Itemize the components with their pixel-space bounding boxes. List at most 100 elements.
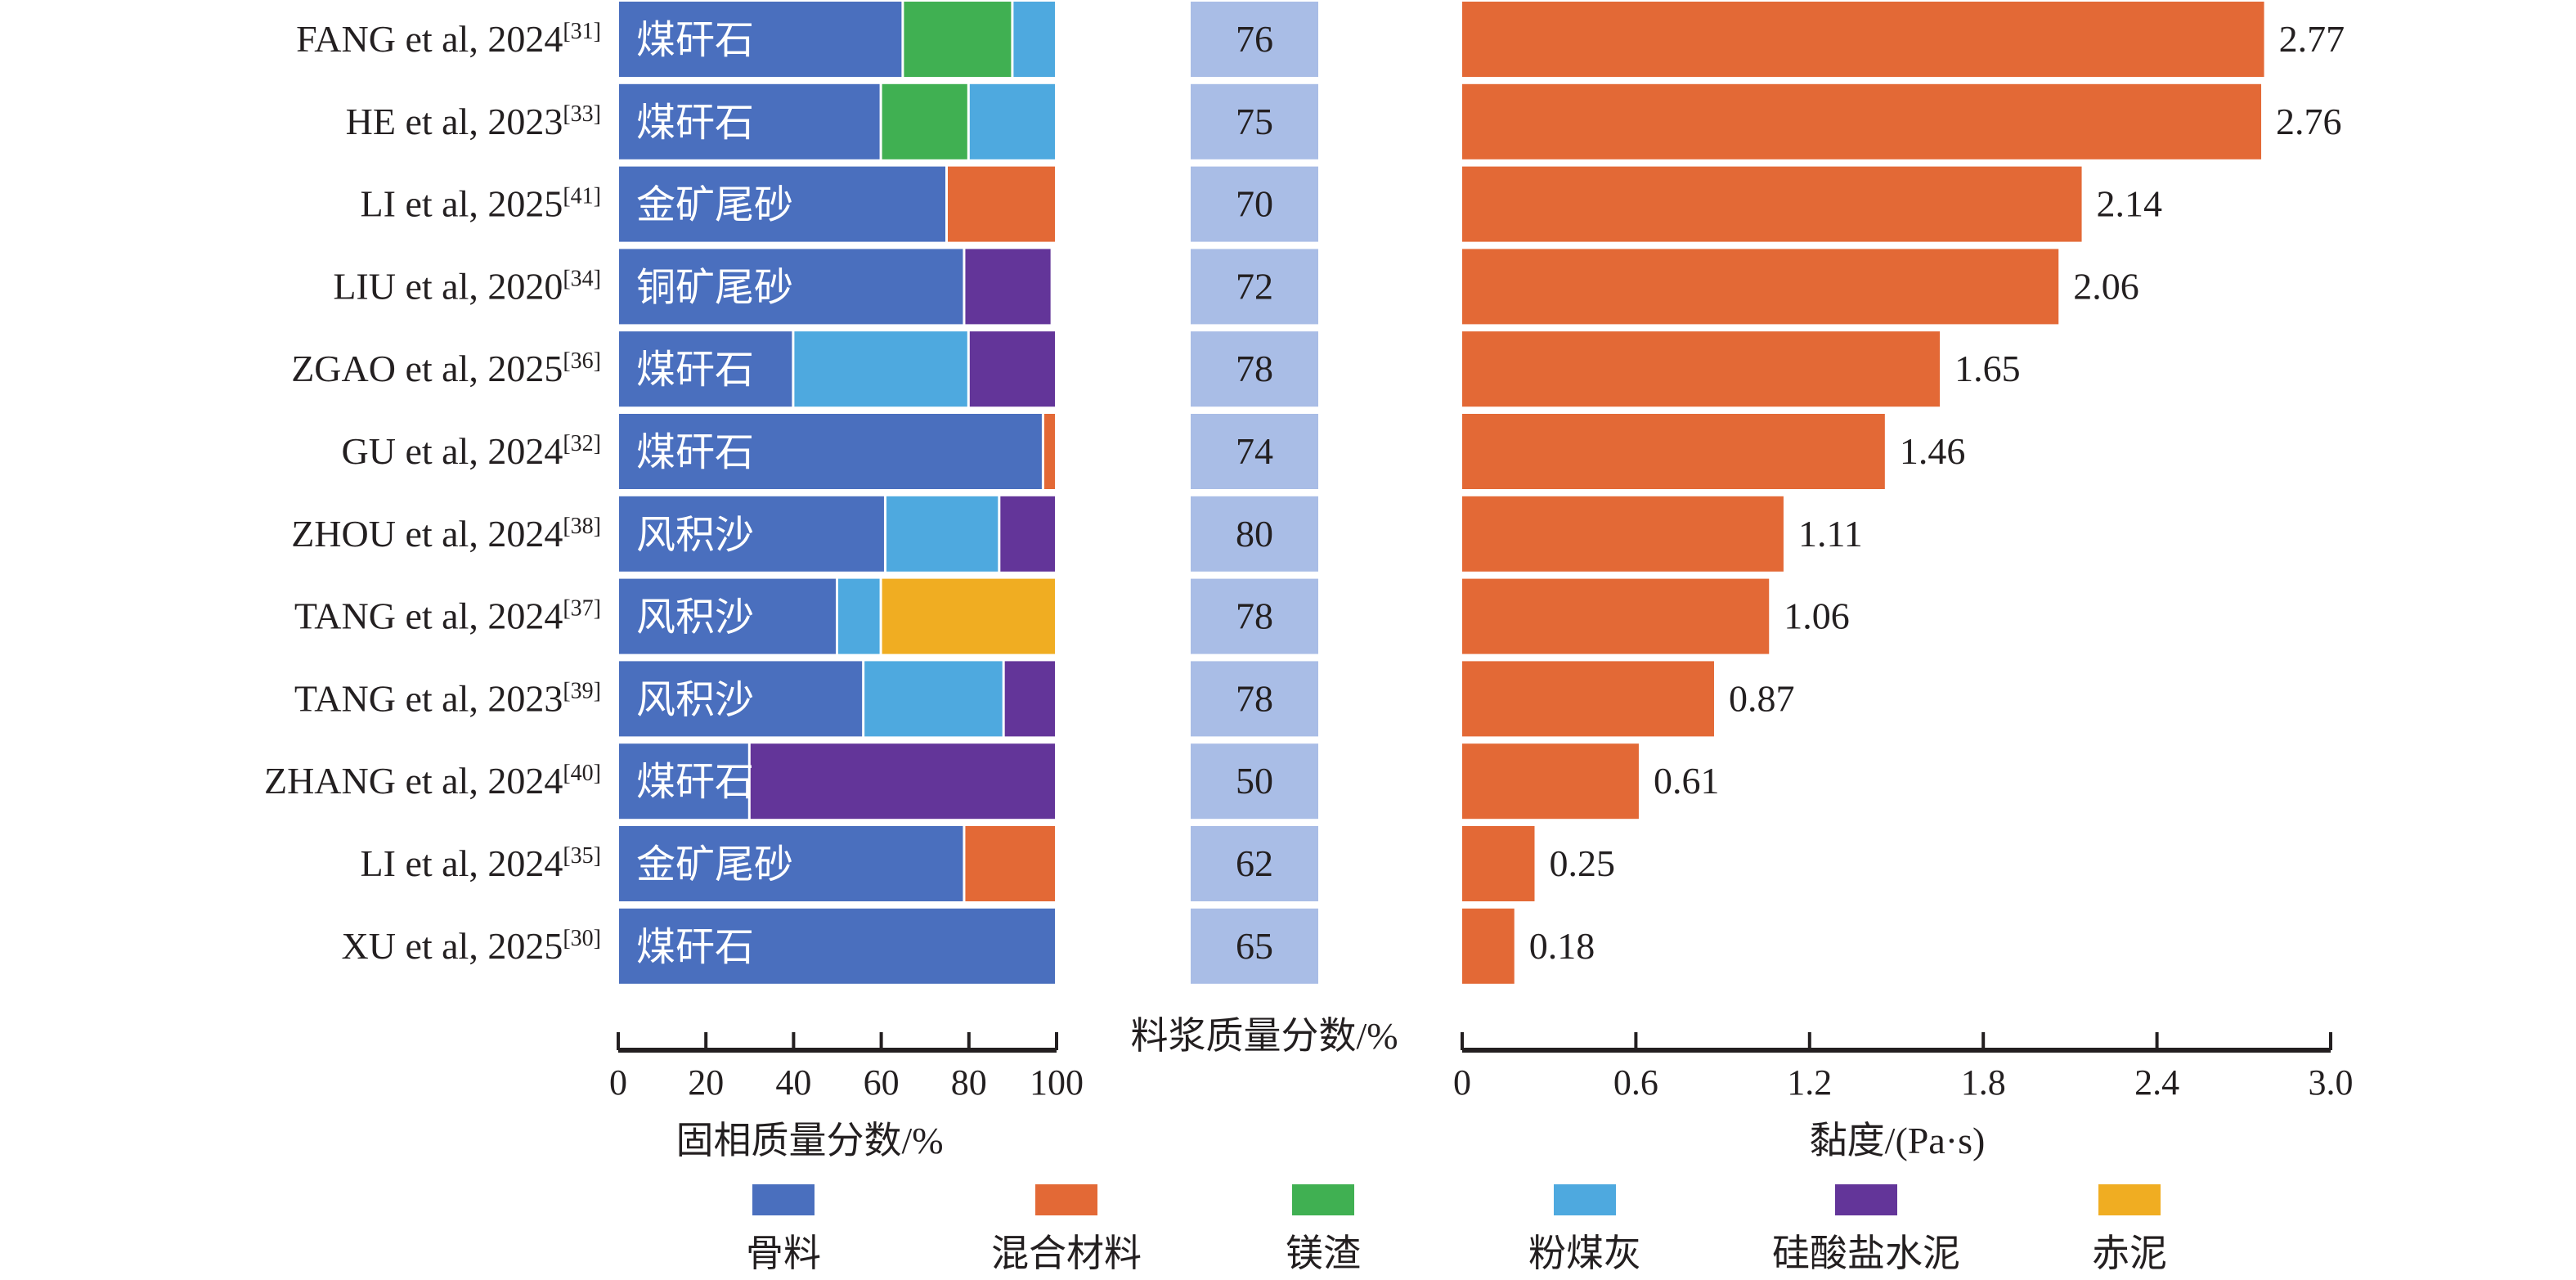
- viscosity-value-label: 1.46: [1900, 430, 1966, 472]
- stacked-bar-segment: [619, 826, 963, 901]
- chart-row: TANG et al, 2023[39] 风积沙 78 0.87: [294, 661, 1794, 737]
- legend-item: 混合材料: [991, 1184, 1142, 1274]
- viscosity-tick-label: 2.4: [2134, 1062, 2179, 1103]
- viscosity-bar: [1462, 2, 2264, 77]
- slurry-fraction-value: 80: [1236, 513, 1273, 555]
- legend-swatch: [752, 1184, 815, 1215]
- stacked-bar-segment: [619, 661, 863, 737]
- legend: 骨料 混合材料 镁渣 粉煤灰 硅酸盐水泥 赤泥: [746, 1184, 2167, 1274]
- stacked-bar-segment: [969, 331, 1055, 407]
- slurry-fraction-value: 75: [1236, 101, 1273, 142]
- viscosity-bar: [1462, 331, 1941, 407]
- legend-swatch: [1035, 1184, 1097, 1215]
- stacked-bar-segment: [1013, 2, 1055, 77]
- slurry-fraction-box: [1191, 743, 1318, 820]
- slurry-fraction-value: 78: [1236, 595, 1273, 637]
- chart-row: LIU et al, 2020[34] 铜矿尾砂 72 2.06: [333, 249, 2139, 325]
- legend-label: 硅酸盐水泥: [1772, 1233, 1960, 1274]
- viscosity-axis: 0 0.6 1.2 1.8 2.4 3.0: [1453, 1032, 2354, 1103]
- stacked-bar-segment: [619, 496, 884, 572]
- stacked-bar-segment: [948, 166, 1055, 242]
- stacked-bar-segment: [619, 331, 792, 407]
- slurry-fraction-value: 70: [1236, 183, 1273, 225]
- chart-row: XU et al, 2025[30] 煤矸石 65 0.18: [342, 908, 1595, 984]
- solid-fraction-axis-title: 固相质量分数/%: [675, 1120, 943, 1161]
- viscosity-tick-label: 1.2: [1787, 1062, 1832, 1103]
- aggregate-label: 金矿尾砂: [636, 843, 793, 887]
- stacked-bar-segment: [864, 661, 1003, 737]
- legend-item: 骨料: [746, 1184, 821, 1274]
- viscosity-bar: [1462, 743, 1639, 820]
- slurry-fraction-value: 78: [1236, 677, 1273, 719]
- viscosity-axis-title: 黏度/(Pa·s): [1810, 1120, 1986, 1161]
- stacked-bar-segment: [1004, 661, 1055, 737]
- slurry-fraction-value: 50: [1236, 760, 1273, 802]
- stacked-bar-segment: [965, 826, 1055, 901]
- chart-row: ZHOU et al, 2024[38] 风积沙 80 1.11: [291, 496, 1863, 572]
- slurry-fraction-title: 料浆质量分数/%: [1130, 1015, 1398, 1057]
- viscosity-bar: [1462, 83, 2262, 159]
- legend-item: 镁渣: [1286, 1184, 1361, 1274]
- viscosity-value-label: 1.06: [1784, 595, 1850, 637]
- category-label: LIU et al, 2020[34]: [333, 265, 601, 307]
- viscosity-bar: [1462, 578, 1770, 654]
- viscosity-bar: [1462, 166, 2082, 242]
- slurry-fraction-value: 62: [1236, 842, 1273, 884]
- chart-row: ZGAO et al, 2025[36] 煤矸石 78 1.65: [291, 331, 2021, 407]
- chart-row: TANG et al, 2024[37] 风积沙 78 1.06: [294, 578, 1850, 654]
- aggregate-label: 煤矸石: [636, 761, 754, 804]
- legend-swatch: [1835, 1184, 1897, 1215]
- stacked-bar-segment: [886, 496, 999, 572]
- viscosity-tick-label: 0: [1453, 1062, 1471, 1103]
- viscosity-tick-label: 3.0: [2309, 1062, 2354, 1103]
- slurry-fraction-value: 76: [1236, 18, 1273, 60]
- viscosity-value-label: 1.65: [1954, 348, 2021, 389]
- viscosity-tick-label: 0.6: [1613, 1062, 1658, 1103]
- chart-row: ZHANG et al, 2024[40] 煤矸石 50 0.61: [264, 743, 1720, 820]
- slurry-fraction-box: [1191, 166, 1318, 242]
- aggregate-label: 煤矸石: [636, 926, 754, 969]
- stacked-bar-segment: [619, 249, 963, 325]
- stacked-bar-segment: [969, 83, 1055, 159]
- slurry-fraction-value: 74: [1236, 430, 1273, 472]
- viscosity-bar: [1462, 249, 2059, 325]
- category-label: LI et al, 2024[35]: [361, 842, 601, 884]
- stacked-bar-segment: [882, 83, 967, 159]
- slurry-fraction-box: [1191, 496, 1318, 572]
- viscosity-tick-label: 1.8: [1961, 1062, 2006, 1103]
- slurry-fraction-box: [1191, 661, 1318, 737]
- stacked-bar-segment: [838, 578, 880, 654]
- aggregate-label: 风积沙: [636, 596, 754, 640]
- stacked-bar-segment: [794, 331, 967, 407]
- solid-fraction-tick-label: 20: [688, 1062, 724, 1103]
- stacked-bar-segment: [619, 83, 880, 159]
- chart-row: LI et al, 2024[35] 金矿尾砂 62 0.25: [361, 826, 1615, 901]
- category-label: FANG et al, 2024[31]: [296, 18, 601, 60]
- stacked-bar-segment: [619, 578, 836, 654]
- viscosity-value-label: 0.25: [1550, 842, 1616, 884]
- chart-row: LI et al, 2025[41] 金矿尾砂 70 2.14: [361, 166, 2163, 242]
- stacked-bar-segment: [904, 2, 1012, 77]
- category-label: ZHOU et al, 2024[38]: [291, 513, 601, 555]
- viscosity-bar: [1462, 496, 1784, 572]
- stacked-bar-segment: [619, 2, 902, 77]
- viscosity-value-label: 2.14: [2097, 183, 2163, 225]
- category-label: TANG et al, 2023[39]: [294, 677, 601, 719]
- slurry-fraction-box: [1191, 331, 1318, 407]
- category-label: ZHANG et al, 2024[40]: [264, 760, 601, 802]
- viscosity-value-label: 0.61: [1654, 760, 1720, 802]
- chart-row: FANG et al, 2024[31] 煤矸石 76 2.77: [296, 2, 2345, 77]
- stacked-bar-segment: [619, 743, 748, 820]
- legend-item: 赤泥: [2092, 1184, 2167, 1274]
- aggregate-label: 风积沙: [636, 514, 754, 557]
- legend-swatch: [1292, 1184, 1354, 1215]
- aggregate-label: 煤矸石: [636, 348, 754, 392]
- legend-swatch: [2098, 1184, 2161, 1215]
- aggregate-label: 煤矸石: [636, 101, 754, 145]
- solid-fraction-tick-label: 80: [951, 1062, 987, 1103]
- legend-item: 粉煤灰: [1528, 1184, 1641, 1274]
- viscosity-bar: [1462, 661, 1714, 737]
- stacked-bar-segment: [619, 414, 1042, 489]
- solid-fraction-tick-label: 100: [1030, 1062, 1084, 1103]
- slurry-fraction-value: 72: [1236, 265, 1273, 307]
